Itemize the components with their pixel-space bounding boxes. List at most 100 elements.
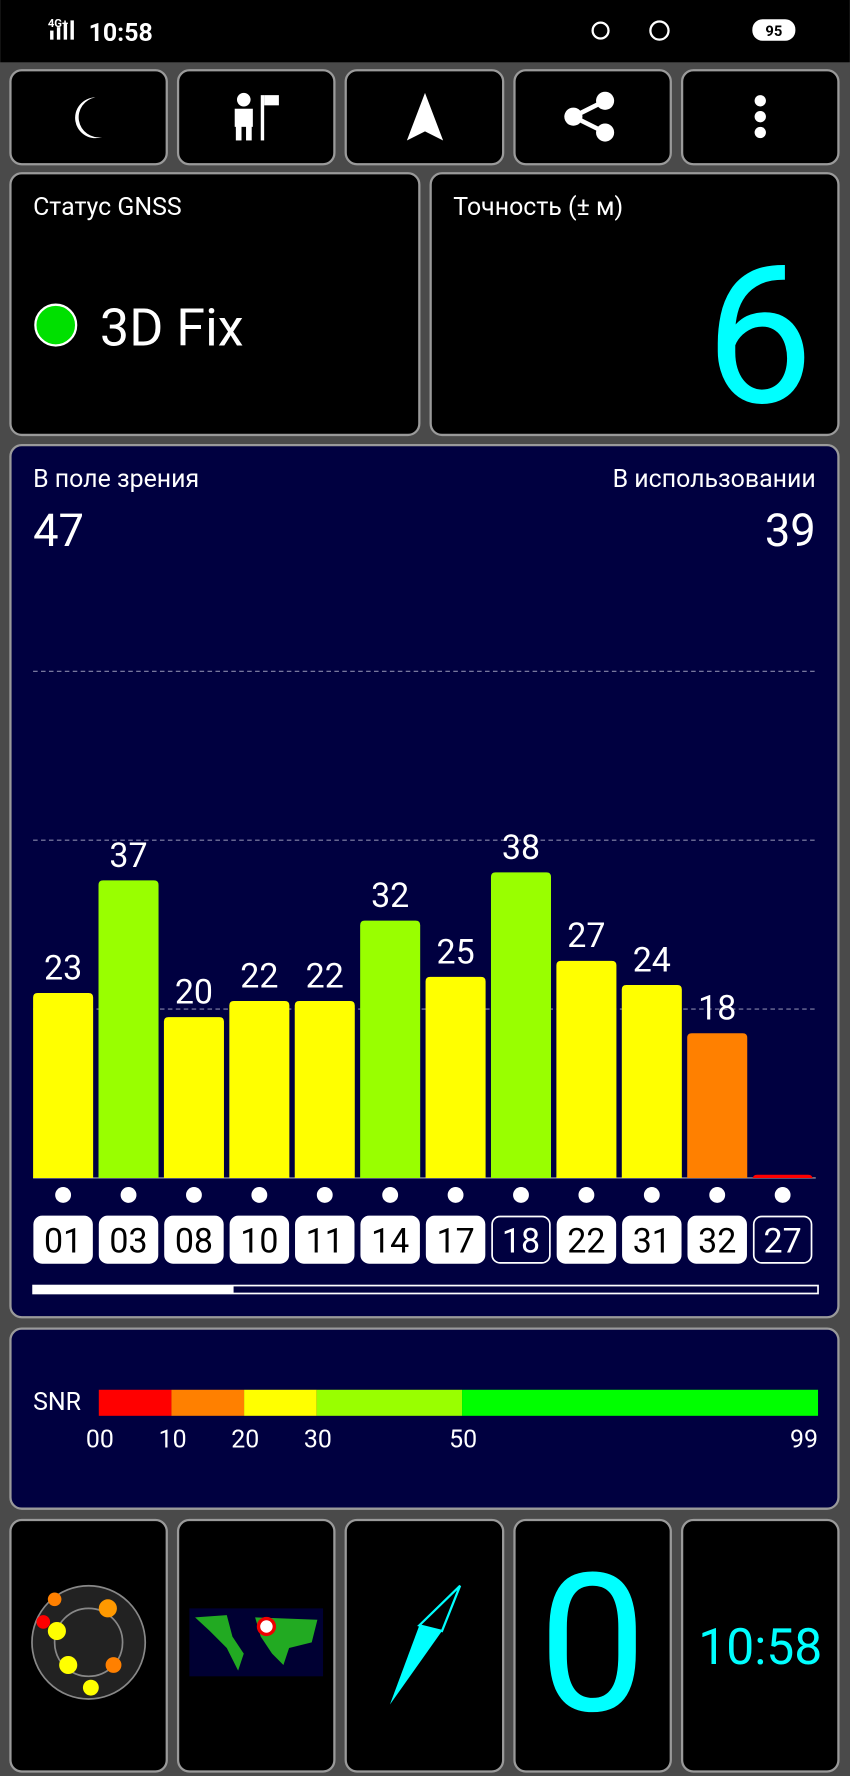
bar <box>98 880 159 1178</box>
status-bar <box>0 0 850 63</box>
gnss-status-value: 3D Fix <box>100 297 244 358</box>
satellite-id: 31 <box>633 1222 671 1262</box>
bar <box>621 984 682 1178</box>
bar-value-label: 32 <box>371 876 409 916</box>
night-mode-button[interactable] <box>9 69 168 166</box>
gnss-status-panel <box>9 172 421 437</box>
signal-icon <box>63 23 68 40</box>
fix-indicator <box>34 303 78 347</box>
satellite-dot <box>55 1187 72 1203</box>
satellite-id: 01 <box>44 1222 82 1262</box>
satellite-chip <box>752 1215 813 1264</box>
bar <box>229 1001 290 1178</box>
accuracy-panel <box>429 172 840 437</box>
snr-segment <box>462 1389 819 1416</box>
scroll-track <box>32 1284 819 1295</box>
bar-value-label: 20 <box>175 973 213 1013</box>
signal-icon <box>70 20 74 40</box>
satellite-id: 27 <box>764 1222 802 1262</box>
snr-segment <box>316 1389 463 1416</box>
map-icon <box>189 1608 324 1677</box>
bar-value-label: 22 <box>306 956 344 996</box>
clock-value: 10:58 <box>698 1619 822 1677</box>
satellite-dot <box>382 1187 399 1203</box>
snr-tick-label: 50 <box>449 1426 477 1455</box>
satellite-dot <box>186 1187 202 1203</box>
speed-button[interactable] <box>513 1518 672 1773</box>
bar-value-label: 24 <box>633 940 671 980</box>
signal-icon <box>56 27 61 40</box>
gnss-status-label: Статус GNSS <box>33 193 182 222</box>
alarm-icon <box>649 20 670 41</box>
accuracy-label: Точность (± м) <box>453 193 623 222</box>
bar-value-label: 38 <box>502 828 540 868</box>
speed-value: 0 <box>539 1532 647 1758</box>
compass-needle-south <box>389 1625 442 1705</box>
bar-value-label: 22 <box>240 956 278 996</box>
bar-value-label: 18 <box>698 989 736 1029</box>
satellite-id: 10 <box>240 1222 278 1262</box>
satellite-dot <box>578 1187 595 1203</box>
bar <box>490 872 552 1178</box>
signal-icon <box>50 30 54 40</box>
bar <box>687 1033 748 1178</box>
snr-tick-label: 00 <box>86 1426 114 1455</box>
bar <box>556 960 617 1178</box>
in-use-label: В использовании <box>613 465 816 494</box>
clock-button[interactable] <box>680 1518 840 1773</box>
snr-segment <box>171 1389 245 1416</box>
bar <box>294 1001 355 1178</box>
battery-icon <box>752 19 796 41</box>
satellite-id: 18 <box>502 1222 540 1262</box>
bar <box>752 1174 813 1180</box>
satellite-id: 11 <box>306 1222 344 1262</box>
battery-level: 95 <box>765 22 782 40</box>
location-icon <box>591 21 610 40</box>
satellite-chip <box>622 1215 682 1264</box>
bar <box>33 992 94 1178</box>
in-view-label: В поле зрения <box>33 465 199 494</box>
snr-segment <box>244 1389 317 1416</box>
satellite-dot <box>251 1187 268 1203</box>
guide-button[interactable] <box>176 69 336 166</box>
satellite-dot <box>643 1187 660 1203</box>
snr-segment <box>98 1389 172 1416</box>
network: 4G+ <box>48 16 68 30</box>
snr-legend-panel <box>9 1327 840 1510</box>
satellite-dot <box>709 1187 726 1203</box>
snr-tick-label: 30 <box>304 1426 332 1455</box>
satellite-id: 08 <box>175 1222 213 1262</box>
satellite-chip <box>229 1215 290 1264</box>
satellite-chip <box>360 1215 420 1264</box>
satellite-chip <box>98 1215 159 1264</box>
satellite-chip <box>33 1215 93 1264</box>
menu-icon <box>754 95 766 139</box>
satellite-dot <box>447 1187 464 1203</box>
share-icon <box>564 91 615 142</box>
satellite-dot <box>774 1187 791 1203</box>
bar <box>360 920 421 1178</box>
satellite-dot <box>316 1187 333 1203</box>
in-use-count: 39 <box>765 505 816 558</box>
bar-value-label: 23 <box>44 948 82 988</box>
bar-value-label: 37 <box>109 836 147 876</box>
share-button[interactable] <box>513 69 672 166</box>
satellite-chip <box>491 1215 551 1264</box>
satellite-id: 14 <box>371 1222 409 1262</box>
skyplot-icon <box>31 1584 147 1700</box>
arrow-icon <box>406 92 444 141</box>
satellite-dot <box>120 1187 137 1203</box>
snr-chart: 23 01 37 03 20 08 22 10 22 11 32 14 25 17 38 18 27 22 24 31… <box>33 670 816 1264</box>
satellite-chip <box>295 1215 355 1264</box>
snr-tick-label: 10 <box>159 1426 187 1455</box>
snr-tick-label: 99 <box>790 1426 818 1455</box>
in-view-count: 47 <box>33 505 84 558</box>
satellite-chip <box>425 1215 486 1264</box>
accuracy-value: 6 <box>705 224 813 450</box>
bar-value-label: 25 <box>436 932 474 972</box>
scroll-thumb[interactable] <box>33 1285 234 1294</box>
satellite-id: 17 <box>436 1222 474 1262</box>
